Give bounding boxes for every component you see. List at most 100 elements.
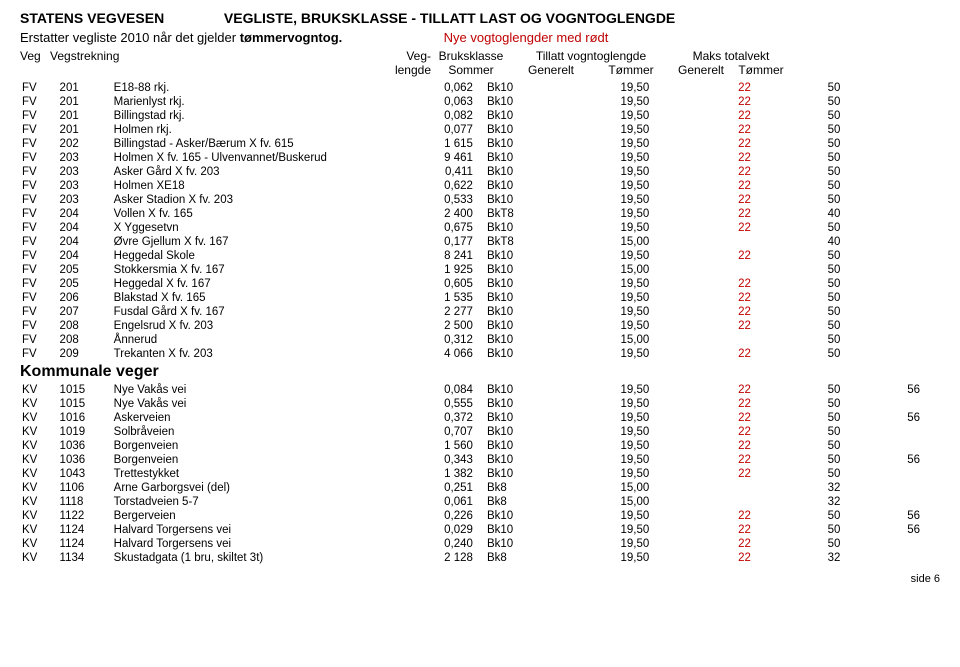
cell-num: 1124 <box>58 523 112 537</box>
cell-name: Askerveien <box>112 411 404 425</box>
column-header-row1: Veg Vegstrekning Veg- Bruksklasse Tillat… <box>20 49 940 63</box>
table-row: FV204X Yggesetvn0,675Bk1019,502250 <box>20 221 940 235</box>
cell-mg: 50 <box>781 291 861 305</box>
cell-name: Asker Gård X fv. 203 <box>112 165 404 179</box>
cell-mt <box>860 235 940 249</box>
cell-gen: 19,50 <box>567 221 680 235</box>
cell-num: 203 <box>58 151 112 165</box>
cell-name: E18-88 rkj. <box>112 81 404 95</box>
cell-gen: 19,50 <box>567 537 680 551</box>
cell-name: Billingstad - Asker/Bærum X fv. 615 <box>112 137 404 151</box>
cell-mg: 50 <box>781 123 861 137</box>
table-row: KV1016Askerveien0,372Bk1019,50225056 <box>20 411 940 425</box>
cell-gen: 19,50 <box>567 347 680 361</box>
cell-len: 2 277 <box>403 305 485 319</box>
cell-mt <box>860 123 940 137</box>
cell-bk: Bk10 <box>485 179 567 193</box>
cell-num: 201 <box>58 123 112 137</box>
cell-bk: Bk10 <box>485 109 567 123</box>
cell-mt <box>860 81 940 95</box>
cell-veg: KV <box>20 383 58 397</box>
col-maks: Maks totalvekt <box>671 49 791 63</box>
table-row: FV201Billingstad rkj.0,082Bk1019,502250 <box>20 109 940 123</box>
cell-veg: FV <box>20 263 58 277</box>
cell-mg: 50 <box>781 347 861 361</box>
cell-mg: 50 <box>781 397 861 411</box>
cell-tom: 22 <box>679 411 781 425</box>
cell-name: Skustadgata (1 bru, skiltet 3t) <box>112 551 404 565</box>
cell-len: 1 615 <box>403 137 485 151</box>
cell-mt <box>860 425 940 439</box>
header-line2: Erstatter vegliste 2010 når det gjelder … <box>20 30 940 45</box>
cell-mg: 50 <box>781 263 861 277</box>
cell-num: 203 <box>58 179 112 193</box>
cell-tom: 22 <box>679 291 781 305</box>
cell-num: 204 <box>58 221 112 235</box>
cell-tom: 22 <box>679 347 781 361</box>
cell-len: 1 382 <box>403 467 485 481</box>
cell-name: Heggedal X fv. 167 <box>112 277 404 291</box>
table-row: FV203Asker Stadion X fv. 2030,533Bk1019,… <box>20 193 940 207</box>
cell-num: 1118 <box>58 495 112 509</box>
cell-gen: 19,50 <box>567 411 680 425</box>
cell-num: 1015 <box>58 397 112 411</box>
cell-veg: FV <box>20 193 58 207</box>
table-row: KV1036Borgenveien1 560Bk1019,502250 <box>20 439 940 453</box>
cell-tom <box>679 495 781 509</box>
cell-len: 2 400 <box>403 207 485 221</box>
cell-len: 1 535 <box>403 291 485 305</box>
cell-num: 1043 <box>58 467 112 481</box>
cell-gen: 19,50 <box>567 291 680 305</box>
cell-veg: FV <box>20 291 58 305</box>
cell-mt <box>860 193 940 207</box>
cell-num: 1134 <box>58 551 112 565</box>
cell-len: 0,063 <box>403 95 485 109</box>
cell-bk: BkT8 <box>485 207 567 221</box>
cell-mg: 50 <box>781 249 861 263</box>
table-row: KV1122Bergerveien0,226Bk1019,50225056 <box>20 509 940 523</box>
cell-mt <box>860 263 940 277</box>
cell-veg: KV <box>20 425 58 439</box>
cell-veg: KV <box>20 481 58 495</box>
col-tommer2: Tømmer <box>731 63 791 77</box>
cell-len: 4 066 <box>403 347 485 361</box>
cell-mt: 56 <box>860 523 940 537</box>
cell-mt <box>860 151 940 165</box>
cell-len: 2 500 <box>403 319 485 333</box>
cell-mg: 50 <box>781 453 861 467</box>
cell-mg: 50 <box>781 137 861 151</box>
table-row: FV202Billingstad - Asker/Bærum X fv. 615… <box>20 137 940 151</box>
cell-veg: FV <box>20 151 58 165</box>
cell-name: Borgenveien <box>112 439 404 453</box>
cell-mg: 50 <box>781 305 861 319</box>
cell-len: 0,062 <box>403 81 485 95</box>
cell-veg: FV <box>20 221 58 235</box>
table-row: FV207Fusdal Gård X fv. 1672 277Bk1019,50… <box>20 305 940 319</box>
cell-mg: 50 <box>781 439 861 453</box>
table-row: KV1019Solbråveien0,707Bk1019,502250 <box>20 425 940 439</box>
cell-mt <box>860 537 940 551</box>
cell-gen: 19,50 <box>567 397 680 411</box>
cell-tom: 22 <box>679 467 781 481</box>
cell-mt <box>860 179 940 193</box>
table-row: KV1118Torstadveien 5-70,061Bk815,0032 <box>20 495 940 509</box>
cell-mt <box>860 207 940 221</box>
cell-veg: FV <box>20 249 58 263</box>
cell-mt <box>860 95 940 109</box>
cell-tom: 22 <box>679 319 781 333</box>
cell-len: 0,029 <box>403 523 485 537</box>
cell-gen: 19,50 <box>567 179 680 193</box>
cell-gen: 15,00 <box>567 235 680 249</box>
cell-name: Borgenveien <box>112 453 404 467</box>
cell-mg: 50 <box>781 523 861 537</box>
cell-name: Trettestykket <box>112 467 404 481</box>
cell-num: 205 <box>58 277 112 291</box>
cell-mt <box>860 347 940 361</box>
cell-mg: 40 <box>781 207 861 221</box>
cell-name: Trekanten X fv. 203 <box>112 347 404 361</box>
cell-name: Holmen X fv. 165 - Ulvenvannet/Buskerud <box>112 151 404 165</box>
cell-name: Nye Vakås vei <box>112 397 404 411</box>
cell-veg: FV <box>20 319 58 333</box>
cell-gen: 19,50 <box>567 453 680 467</box>
col-bruks: Bruksklasse <box>431 49 511 63</box>
